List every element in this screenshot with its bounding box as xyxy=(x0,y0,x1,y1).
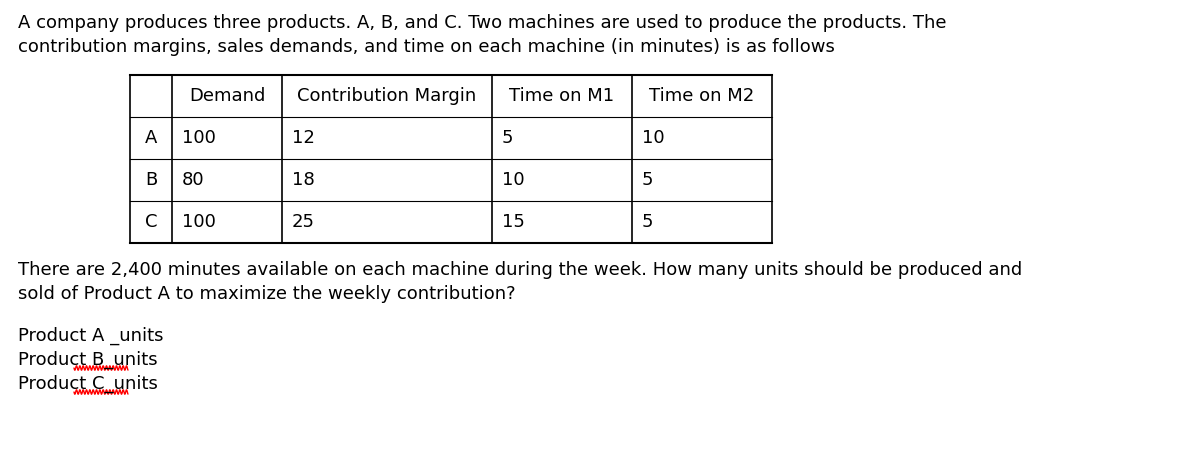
Text: 10: 10 xyxy=(502,171,524,189)
Text: A: A xyxy=(145,129,157,147)
Text: Time on M2: Time on M2 xyxy=(649,87,755,105)
Text: 80: 80 xyxy=(182,171,205,189)
Text: contribution margins, sales demands, and time on each machine (in minutes) is as: contribution margins, sales demands, and… xyxy=(18,38,835,56)
Text: B: B xyxy=(145,171,157,189)
Text: C: C xyxy=(145,213,157,231)
Text: 25: 25 xyxy=(292,213,314,231)
Text: 100: 100 xyxy=(182,129,216,147)
Text: Product C_units: Product C_units xyxy=(18,375,158,393)
Text: A company produces three products. A, B, and C. Two machines are used to produce: A company produces three products. A, B,… xyxy=(18,14,947,32)
Text: There are 2,400 minutes available on each machine during the week. How many unit: There are 2,400 minutes available on eac… xyxy=(18,261,1022,279)
Text: Contribution Margin: Contribution Margin xyxy=(298,87,476,105)
Text: 5: 5 xyxy=(502,129,514,147)
Text: 5: 5 xyxy=(642,171,654,189)
Text: 18: 18 xyxy=(292,171,314,189)
Text: 10: 10 xyxy=(642,129,665,147)
Text: 15: 15 xyxy=(502,213,524,231)
Text: 12: 12 xyxy=(292,129,314,147)
Text: Product A _units: Product A _units xyxy=(18,327,163,345)
Text: Demand: Demand xyxy=(188,87,265,105)
Text: Time on M1: Time on M1 xyxy=(510,87,614,105)
Text: 100: 100 xyxy=(182,213,216,231)
Text: sold of Product A to maximize the weekly contribution?: sold of Product A to maximize the weekly… xyxy=(18,285,516,303)
Text: Product B_units: Product B_units xyxy=(18,351,157,369)
Text: 5: 5 xyxy=(642,213,654,231)
